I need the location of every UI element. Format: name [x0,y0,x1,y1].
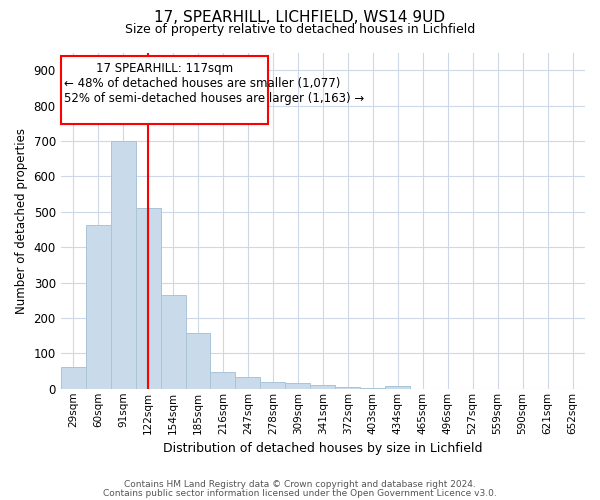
Bar [260,382,286,389]
Y-axis label: Number of detached properties: Number of detached properties [15,128,28,314]
Text: Size of property relative to detached houses in Lichfield: Size of property relative to detached ho… [125,22,475,36]
Bar [61,367,86,389]
Bar [335,387,360,389]
Bar [286,384,310,389]
Text: 52% of semi-detached houses are larger (1,163) →: 52% of semi-detached houses are larger (… [64,92,364,105]
Text: 17 SPEARHILL: 117sqm: 17 SPEARHILL: 117sqm [96,62,233,75]
FancyBboxPatch shape [61,56,268,124]
X-axis label: Distribution of detached houses by size in Lichfield: Distribution of detached houses by size … [163,442,482,455]
Text: Contains HM Land Registry data © Crown copyright and database right 2024.: Contains HM Land Registry data © Crown c… [124,480,476,489]
Bar [211,372,235,389]
Bar [385,386,410,389]
Bar [161,295,185,389]
Bar [136,208,161,389]
Text: ← 48% of detached houses are smaller (1,077): ← 48% of detached houses are smaller (1,… [64,77,340,90]
Bar [185,333,211,389]
Bar [110,141,136,389]
Bar [86,225,110,389]
Text: 17, SPEARHILL, LICHFIELD, WS14 9UD: 17, SPEARHILL, LICHFIELD, WS14 9UD [154,10,446,25]
Text: Contains public sector information licensed under the Open Government Licence v3: Contains public sector information licen… [103,489,497,498]
Bar [310,385,335,389]
Bar [235,376,260,389]
Bar [360,388,385,389]
